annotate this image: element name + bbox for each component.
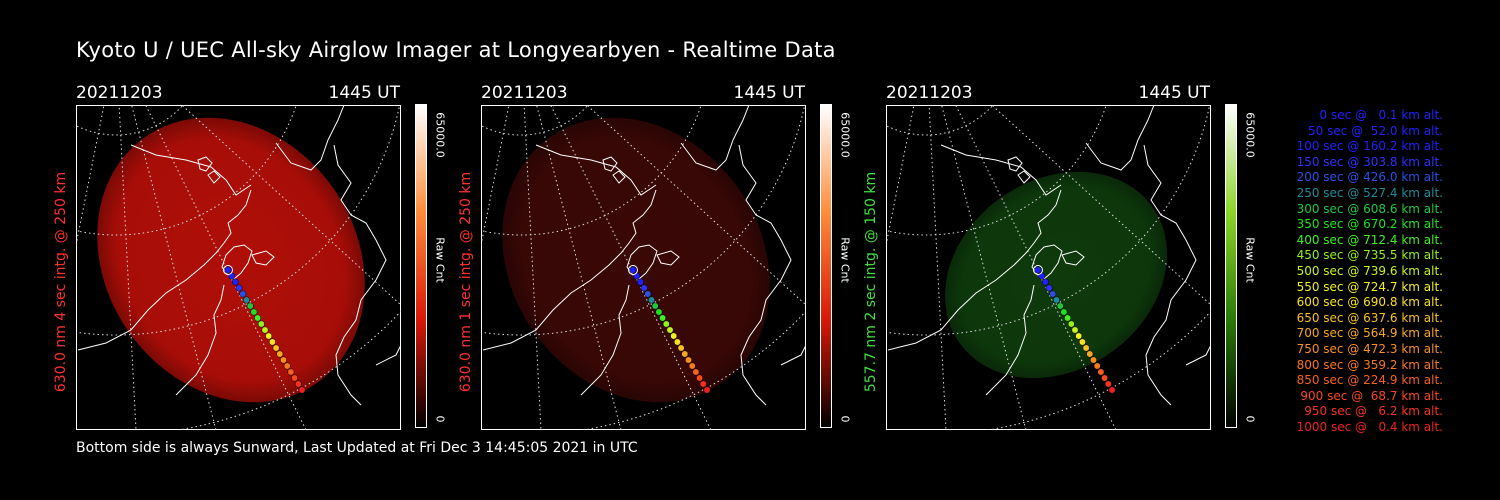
colorbar-min-label: 0: [433, 415, 447, 423]
panel-wavelength-text: 630.0 nm 4 sec intg. @ 250 km: [53, 171, 69, 393]
colorbar: [820, 104, 832, 428]
colorbar-min-label: 0: [838, 415, 852, 423]
allsky-image: [76, 105, 401, 430]
trajectory-legend: 0 sec @ 0.1 km alt. 50 sec @ 52.0 km alt.…: [1262, 108, 1443, 435]
panel-wavelength-text: 557.7 nm 2 sec intg. @ 150 km: [863, 171, 879, 393]
legend-entry: 200 sec @ 426.0 km alt.: [1296, 170, 1443, 185]
legend-entry: 300 sec @ 608.6 km alt.: [1296, 201, 1443, 216]
legend-entry: 350 sec @ 670.2 km alt.: [1296, 217, 1443, 232]
legend-entry: 100 sec @ 160.2 km alt.: [1296, 139, 1443, 154]
panel-wavelength-text: 630.0 nm 1 sec intg. @ 250 km: [458, 171, 474, 393]
legend-entry: 250 sec @ 527.4 km alt.: [1296, 185, 1443, 200]
imager-panel-630nm-1sec: 20211203 1445 UT 630.0 nm 1 sec intg. @ …: [458, 80, 881, 430]
panel-date: 20211203: [76, 83, 163, 103]
legend-entry: 600 sec @ 690.8 km alt.: [1296, 295, 1443, 310]
imager-panel-630nm-4sec: 20211203 1445 UT 630.0 nm 4 sec intg. @ …: [53, 80, 476, 430]
panel-time: 1445 UT: [733, 83, 806, 103]
colorbar-min-label: 0: [1243, 415, 1257, 423]
panel-time: 1445 UT: [1138, 83, 1211, 103]
panel-time: 1445 UT: [328, 83, 401, 103]
panel-wavelength-label: 630.0 nm 1 sec intg. @ 250 km: [454, 132, 478, 432]
page-title: Kyoto U / UEC All-sky Airglow Imager at …: [76, 38, 836, 62]
allsky-image: [886, 105, 1211, 430]
legend-entry: 700 sec @ 564.9 km alt.: [1296, 326, 1443, 341]
colorbar-unit-label: Raw Cnt: [1243, 237, 1257, 283]
legend-entry: 50 sec @ 52.0 km alt.: [1308, 123, 1443, 138]
colorbar-max-label: 65000.0: [1243, 112, 1257, 158]
imager-panel-557nm-2sec: 20211203 1445 UT 557.7 nm 2 sec intg. @ …: [863, 80, 1286, 430]
legend-entry: 150 sec @ 303.8 km alt.: [1296, 154, 1443, 169]
legend-entry: 750 sec @ 472.3 km alt.: [1296, 341, 1443, 356]
legend-entry: 450 sec @ 735.5 km alt.: [1296, 248, 1443, 263]
panel-wavelength-label: 630.0 nm 4 sec intg. @ 250 km: [49, 132, 73, 432]
panel-wavelength-label: 557.7 nm 2 sec intg. @ 150 km: [859, 132, 883, 432]
legend-entry: 850 sec @ 224.9 km alt.: [1296, 373, 1443, 388]
legend-entry: 0 sec @ 0.1 km alt.: [1319, 108, 1444, 122]
legend-entry: 950 sec @ 6.2 km alt.: [1304, 404, 1443, 419]
colorbar-unit-label: Raw Cnt: [838, 237, 852, 283]
legend-entry: 900 sec @ 68.7 km alt.: [1300, 388, 1443, 403]
colorbar-unit-label: Raw Cnt: [433, 237, 447, 283]
legend-entry: 500 sec @ 739.6 km alt.: [1296, 263, 1443, 278]
legend-entry: 550 sec @ 724.7 km alt.: [1296, 279, 1443, 294]
colorbar: [415, 104, 427, 428]
panel-date: 20211203: [886, 83, 973, 103]
colorbar: [1225, 104, 1237, 428]
panel-date: 20211203: [481, 83, 568, 103]
legend-entry: 1000 sec @ 0.4 km alt.: [1296, 419, 1443, 434]
allsky-image: [481, 105, 806, 430]
footer-note: Bottom side is always Sunward, Last Upda…: [76, 440, 638, 456]
colorbar-max-label: 65000.0: [838, 112, 852, 158]
legend-entry: 650 sec @ 637.6 km alt.: [1296, 310, 1443, 325]
legend-entry: 800 sec @ 359.2 km alt.: [1296, 357, 1443, 372]
legend-entry: 400 sec @ 712.4 km alt.: [1296, 232, 1443, 247]
colorbar-max-label: 65000.0: [433, 112, 447, 158]
